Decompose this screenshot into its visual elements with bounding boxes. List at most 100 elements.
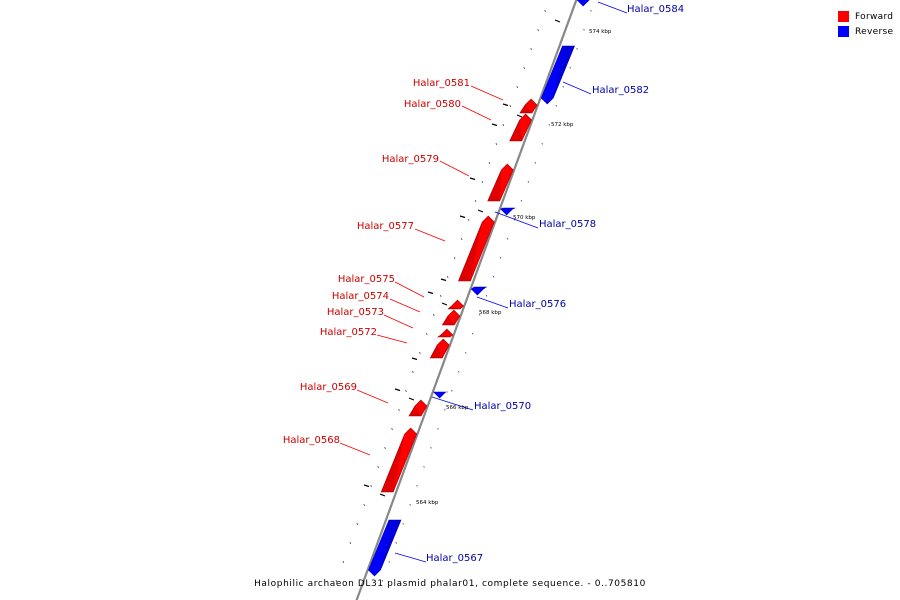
minor-tick: [377, 465, 379, 469]
minor-tick: [419, 351, 421, 355]
minor-tick: [576, 47, 578, 50]
minor-tick: [458, 370, 460, 373]
gene-halar-0568[interactable]: [380, 427, 418, 493]
minor-tick: [509, 104, 512, 108]
gene-halar-0576[interactable]: [470, 286, 488, 296]
legend-reverse: Reverse: [838, 24, 893, 39]
gene-halar-0567[interactable]: [368, 519, 402, 577]
gene-label[interactable]: Halar_0577: [357, 221, 414, 232]
gene-halar-0570[interactable]: [432, 391, 448, 399]
gene-shade: [381, 434, 405, 492]
gene-halar-0581[interactable]: [519, 98, 538, 114]
gene-shade: [519, 105, 532, 113]
minor-tick: [342, 560, 345, 564]
gene-label[interactable]: Halar_0567: [426, 553, 483, 564]
gene-label[interactable]: Halar_0572: [320, 327, 377, 338]
minor-tick: [391, 427, 393, 431]
gene-leader-line: [562, 81, 592, 95]
minor-tick: [520, 199, 523, 202]
minor-tick: [516, 85, 519, 89]
gene-shade: [509, 120, 522, 141]
gene-label[interactable]: Halar_0582: [592, 85, 649, 96]
gene-shade: [409, 406, 422, 416]
gene-halar-0577[interactable]: [458, 215, 495, 282]
gene-halar-0573[interactable]: [436, 328, 454, 338]
gene-shade: [430, 345, 443, 358]
minor-tick: [439, 294, 442, 298]
minor-tick: [492, 275, 495, 278]
gene-leader-line: [394, 552, 427, 563]
gene-halar-0569[interactable]: [408, 399, 428, 417]
gene-leader-line: [431, 396, 474, 411]
minor-tick: [437, 427, 439, 430]
gene-shade: [380, 520, 401, 570]
minor-tick: [370, 484, 372, 488]
gene-marker-tick: [427, 291, 434, 295]
gene-halar-0575[interactable]: [447, 299, 464, 310]
minor-tick: [384, 446, 386, 450]
gene-leader-line: [414, 228, 446, 242]
scale-ticks: [335, 9, 592, 583]
minor-tick: [432, 313, 435, 317]
minor-tick: [416, 484, 418, 487]
minor-tick: [426, 332, 428, 336]
major-tick: [477, 209, 484, 213]
gene-marker-tick: [469, 177, 476, 181]
minor-tick: [467, 218, 470, 222]
major-tick: [516, 114, 523, 118]
gene-label[interactable]: Halar_0573: [327, 307, 384, 318]
minor-tick: [405, 389, 407, 393]
minor-tick: [562, 85, 564, 88]
gene-leader-line: [470, 85, 504, 101]
gene-shade: [553, 46, 575, 98]
minor-tick: [474, 199, 477, 203]
minor-tick: [356, 522, 359, 526]
minor-tick: [548, 123, 550, 126]
gene-label[interactable]: Halar_0581: [413, 78, 470, 89]
minor-tick: [590, 9, 592, 12]
gene-label[interactable]: Halar_0570: [474, 401, 531, 412]
gene-marker-tick: [502, 103, 509, 107]
gene-label[interactable]: Halar_0579: [382, 154, 439, 165]
minor-tick: [502, 123, 505, 127]
gene-marker-tick: [411, 357, 418, 361]
gene-halar-0584[interactable]: [576, 0, 593, 7]
minor-tick: [444, 408, 446, 411]
minor-tick: [388, 560, 390, 563]
gene-halar-0582[interactable]: [540, 45, 575, 105]
gene-label[interactable]: Halar_0584: [627, 4, 684, 15]
gene-halar-0572[interactable]: [429, 338, 450, 359]
gene-halar-0574[interactable]: [441, 309, 461, 326]
minor-tick: [412, 370, 414, 374]
minor-tick: [395, 541, 397, 544]
gene-shade: [448, 306, 461, 309]
gene-leader-line: [356, 389, 389, 404]
gene-leader-line: [439, 160, 470, 177]
gene-label[interactable]: Halar_0568: [283, 435, 340, 446]
minor-tick: [527, 180, 530, 183]
gene-marker-tick: [459, 215, 466, 219]
major-tick: [408, 397, 415, 401]
legend: Forward Reverse: [838, 9, 893, 39]
gene-label[interactable]: Halar_0575: [338, 274, 395, 285]
gene-halar-0579[interactable]: [487, 163, 514, 202]
kbp-labels: 574 kbp 572 kbp 570 kbp 568 kbp 566 kbp 564 k…: [379, 19, 612, 506]
gene-marker-tick: [394, 388, 401, 392]
minor-tick: [506, 237, 509, 240]
gene-halar-0580[interactable]: [509, 113, 532, 142]
gene-label[interactable]: Halar_0580: [404, 99, 461, 110]
minor-tick: [485, 294, 488, 297]
gene-label[interactable]: Halar_0578: [539, 219, 596, 230]
gene-shade: [503, 208, 516, 209]
gene-label[interactable]: Halar_0574: [332, 291, 389, 302]
gene-shade: [487, 170, 502, 201]
minor-tick: [544, 9, 546, 13]
gene-halar-0578[interactable]: [500, 207, 516, 216]
gene-label[interactable]: Halar_0569: [300, 382, 357, 393]
minor-tick: [363, 503, 366, 507]
minor-tick: [402, 522, 404, 525]
gene-features: [368, 0, 593, 577]
minor-tick: [453, 256, 456, 260]
gene-label[interactable]: Halar_0576: [509, 299, 566, 310]
